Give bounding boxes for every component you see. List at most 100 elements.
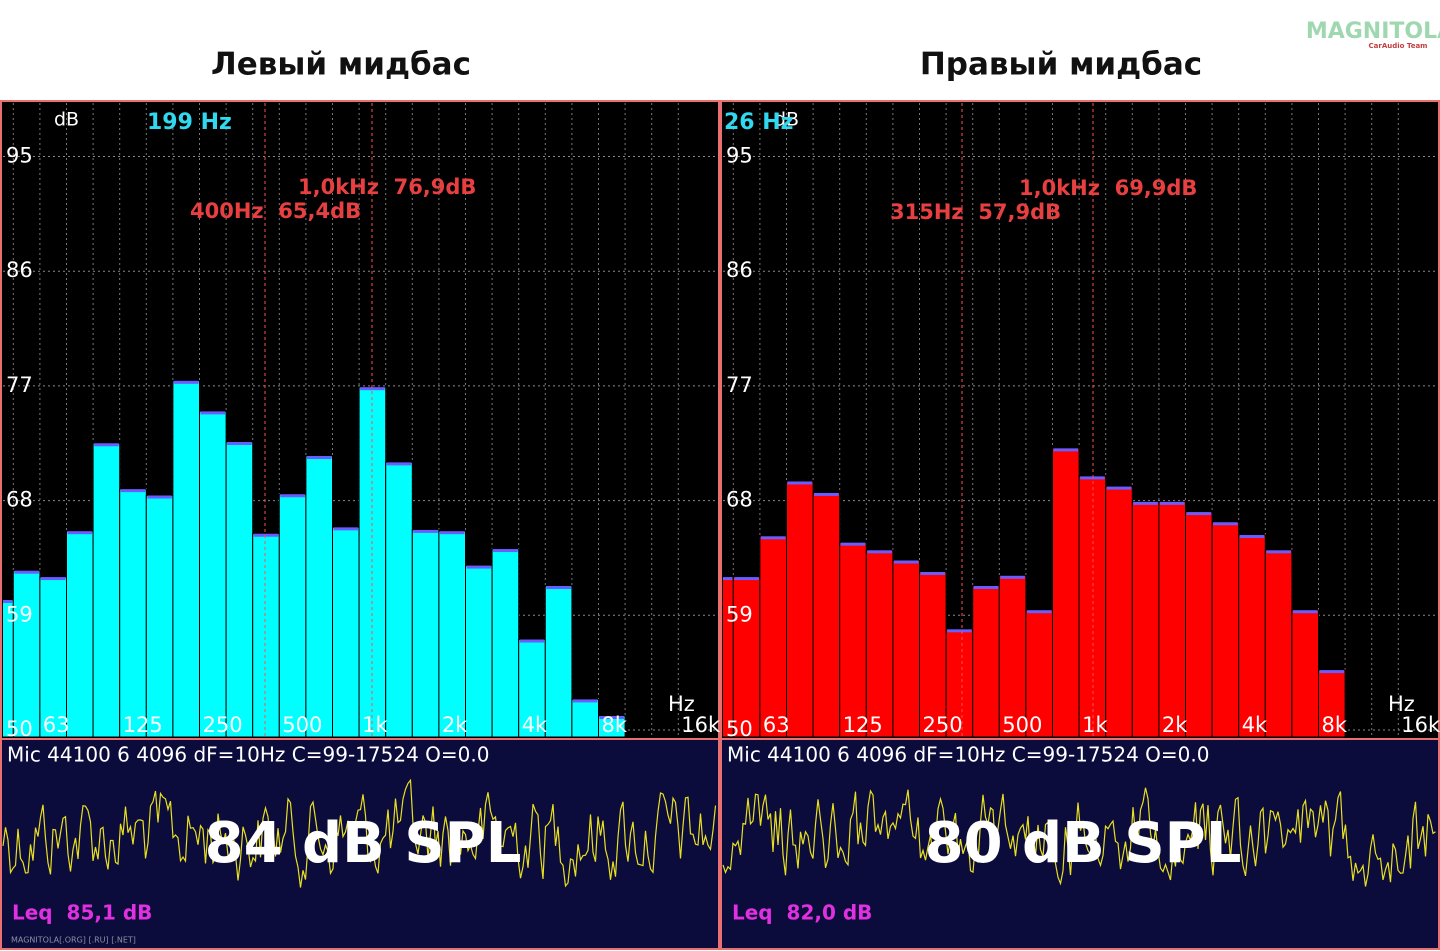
x-tick-label: 1k	[1082, 713, 1108, 737]
bar	[1105, 486, 1133, 737]
x-tick-label: 8k	[1322, 713, 1348, 737]
bar-cap	[40, 577, 66, 581]
y-tick-label: 59	[6, 602, 33, 626]
bar-cap	[120, 489, 146, 493]
y-tick-label: 68	[6, 488, 33, 512]
x-tick-label: 4k	[522, 713, 548, 737]
cursor-label: 26 Hz	[724, 110, 794, 135]
bar	[544, 585, 573, 737]
bar-cap	[1133, 501, 1158, 505]
bar	[571, 698, 600, 737]
bar-cap	[1292, 610, 1318, 614]
y-tick-label: 86	[726, 258, 753, 282]
bar	[1238, 534, 1266, 737]
bar	[1052, 447, 1080, 737]
bar-cap	[200, 411, 226, 415]
bar-cap	[439, 531, 465, 535]
y-tick-label: 50	[726, 717, 753, 741]
bar-cap	[920, 571, 946, 575]
bar	[972, 585, 1000, 737]
leq-readout: Leq 82,0 dB	[732, 901, 872, 925]
x-tick-label: 1k	[362, 713, 388, 737]
status-line: Mic 44100 6 4096 dF=10Hz C=99-17524 O=0.…	[7, 743, 489, 767]
chart-title: Правый мидбас	[920, 47, 1202, 83]
bar	[812, 492, 841, 737]
marker-label: 1,0kHz 76,9dB	[298, 175, 476, 199]
bar-cap	[572, 699, 598, 703]
bar	[411, 529, 440, 737]
bar	[225, 441, 254, 737]
x-tick-label: 4k	[1242, 713, 1268, 737]
y-axis-label: dB	[774, 109, 799, 131]
bar	[172, 380, 200, 737]
x-tick-label: 125	[123, 713, 163, 737]
x-tick-label: 16k	[681, 713, 721, 737]
bar	[1211, 521, 1240, 737]
x-tick-label: 500	[282, 713, 322, 737]
bar-cap	[3, 600, 13, 604]
x-tick-label: 250	[923, 713, 963, 737]
bar-cap	[1239, 535, 1265, 539]
plot	[723, 103, 1438, 737]
bar-cap	[173, 380, 199, 384]
bar-cap	[1186, 512, 1212, 516]
y-tick-label: 95	[726, 144, 753, 168]
bar-cap	[599, 715, 625, 719]
marker-label: 400Hz 65,4dB	[190, 199, 361, 223]
bar-cap	[253, 533, 279, 537]
bar	[385, 461, 413, 737]
bar-cap	[14, 570, 39, 574]
y-tick-label: 86	[6, 258, 33, 282]
marker-label: 1,0kHz 69,9dB	[1019, 176, 1197, 200]
bar-cap	[147, 495, 172, 499]
bar	[1318, 669, 1346, 737]
bar-cap	[734, 577, 759, 581]
y-tick-label: 77	[726, 373, 753, 397]
bar-cap	[760, 536, 786, 540]
x-tick-label: 125	[843, 713, 883, 737]
bar	[1078, 475, 1107, 737]
bar-cap	[1159, 501, 1185, 505]
bar-cap	[1106, 486, 1132, 490]
bar	[278, 493, 307, 737]
footer: MAGNITOLA[.ORG] [.RU] [.NET]	[11, 936, 136, 945]
bar	[92, 442, 121, 737]
x-tick-label: 16k	[1401, 713, 1440, 737]
x-tick-label: 250	[203, 713, 243, 737]
cursor-label: 199 Hz	[147, 110, 232, 135]
bar	[119, 488, 147, 737]
bar	[1185, 511, 1213, 737]
bar-cap	[94, 443, 119, 447]
waveform	[2, 778, 717, 888]
bar	[786, 480, 814, 737]
bar-cap	[1213, 522, 1238, 526]
bar	[518, 639, 546, 737]
bar-cap	[67, 531, 93, 535]
bar-cap	[1080, 476, 1105, 480]
bar-cap	[973, 585, 999, 589]
x-tick-label: 500	[1002, 713, 1042, 737]
logo: MAGNITOLA	[1306, 19, 1440, 44]
spl-readout: 84 dB SPL	[205, 811, 522, 876]
bar	[1131, 501, 1160, 737]
bar-cap	[386, 462, 412, 466]
bar-cap	[840, 542, 866, 546]
bar-cap	[1053, 448, 1079, 452]
y-tick-label: 95	[6, 144, 33, 168]
bar	[998, 575, 1027, 737]
status-line: Mic 44100 6 4096 dF=10Hz C=99-17524 O=0.…	[727, 743, 1209, 767]
bar-cap	[546, 585, 571, 589]
x-tick-label: 2k	[1162, 713, 1188, 737]
logo-sub: CarAudio Team	[1369, 42, 1428, 50]
bar-cap	[947, 629, 972, 633]
bar	[438, 530, 466, 737]
leq-readout: Leq 85,1 dB	[12, 901, 152, 925]
bar-cap	[893, 560, 919, 564]
bar	[892, 559, 921, 737]
bar-cap	[306, 456, 332, 460]
bar-cap	[1266, 550, 1291, 554]
marker-label: 315Hz 57,9dB	[890, 200, 1061, 224]
bar-cap	[1000, 575, 1025, 579]
bar-cap	[814, 492, 839, 496]
